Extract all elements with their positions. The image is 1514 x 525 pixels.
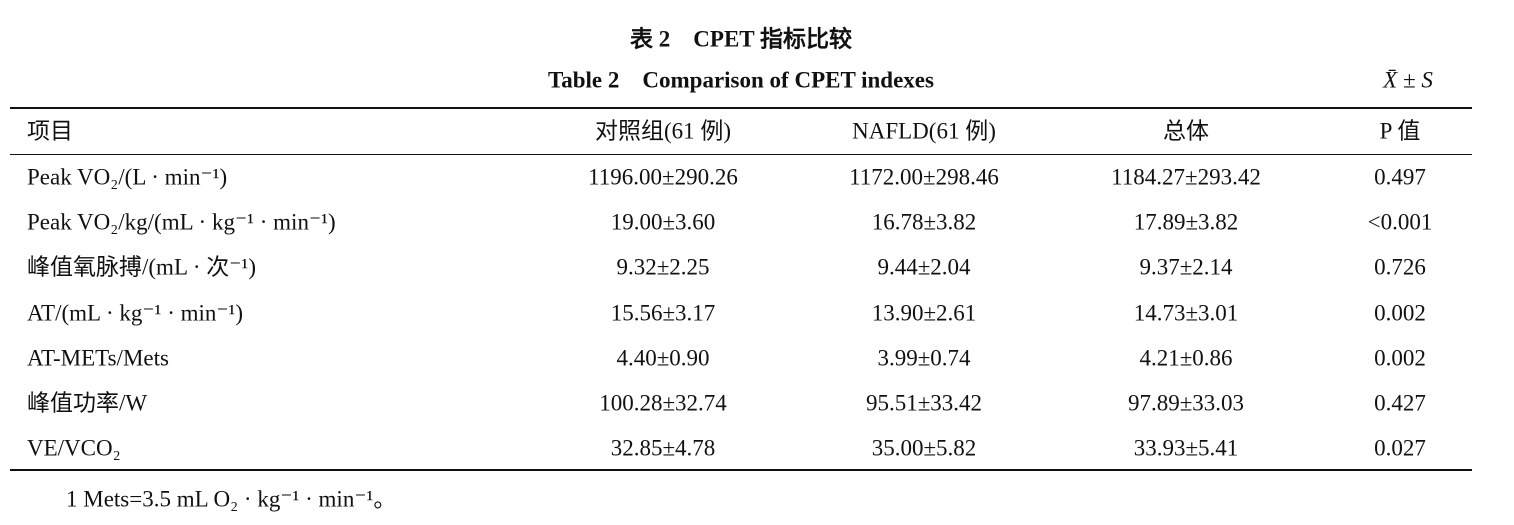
- table-title: 表 2 CPET 指标比较: [630, 26, 852, 52]
- row-label: 峰值功率/W: [27, 390, 148, 416]
- cell: 100.28±32.74: [599, 390, 727, 416]
- header-rule: [10, 154, 1472, 155]
- column-header: 总体: [1163, 118, 1209, 144]
- cell: 0.726: [1374, 254, 1426, 280]
- cell: 13.90±2.61: [871, 300, 977, 326]
- cell: 95.51±33.42: [865, 390, 983, 416]
- cell: 9.37±2.14: [1139, 254, 1233, 280]
- cell: 0.027: [1374, 435, 1426, 461]
- row-label: VE/VCO₂: [27, 435, 121, 461]
- cell: 0.427: [1374, 390, 1426, 416]
- cell: 32.85±4.78: [610, 435, 716, 461]
- bottom-rule: [10, 469, 1472, 471]
- top-rule: [10, 107, 1472, 109]
- row-label: AT-METs/Mets: [27, 345, 169, 371]
- cell: 4.21±0.86: [1139, 345, 1233, 371]
- cell: 14.73±3.01: [1133, 300, 1239, 326]
- cell: 33.93±5.41: [1133, 435, 1239, 461]
- cell: 4.40±0.90: [616, 345, 710, 371]
- column-header: 对照组(61 例): [594, 118, 732, 144]
- cell: 0.002: [1374, 300, 1426, 326]
- column-header: P 值: [1379, 118, 1421, 144]
- cell: 0.497: [1374, 164, 1426, 190]
- cell: 1196.00±290.26: [588, 164, 738, 190]
- row-label: Peak VO₂/(L · min⁻¹): [27, 164, 228, 190]
- cell: <0.001: [1367, 209, 1433, 235]
- column-header: 项目: [27, 118, 73, 144]
- row-label: AT/(mL · kg⁻¹ · min⁻¹): [27, 300, 244, 326]
- stat-note: X̄ ± S: [1383, 67, 1433, 93]
- cell: 16.78±3.82: [871, 209, 977, 235]
- row-label: Peak VO₂/kg/(mL · kg⁻¹ · min⁻¹): [27, 209, 336, 235]
- cell: 15.56±3.17: [610, 300, 716, 326]
- cell: 9.44±2.04: [877, 254, 971, 280]
- cell: 19.00±3.60: [610, 209, 716, 235]
- cell: 0.002: [1374, 345, 1426, 371]
- row-label: 峰值氧脉搏/(mL · 次⁻¹): [27, 254, 256, 280]
- column-header: NAFLD(61 例): [852, 118, 996, 144]
- cell: 3.99±0.74: [877, 345, 971, 371]
- cell: 1184.27±293.42: [1111, 164, 1261, 190]
- cell: 17.89±3.82: [1133, 209, 1239, 235]
- footnote: 1 Mets=3.5 mL O₂ · kg⁻¹ · min⁻¹。: [66, 486, 397, 512]
- cell: 9.32±2.25: [616, 254, 710, 280]
- cell: 1172.00±298.46: [849, 164, 999, 190]
- cell: 97.89±33.03: [1127, 390, 1245, 416]
- table-subtitle: Table 2 Comparison of CPET indexes: [548, 67, 934, 93]
- cell: 35.00±5.82: [871, 435, 977, 461]
